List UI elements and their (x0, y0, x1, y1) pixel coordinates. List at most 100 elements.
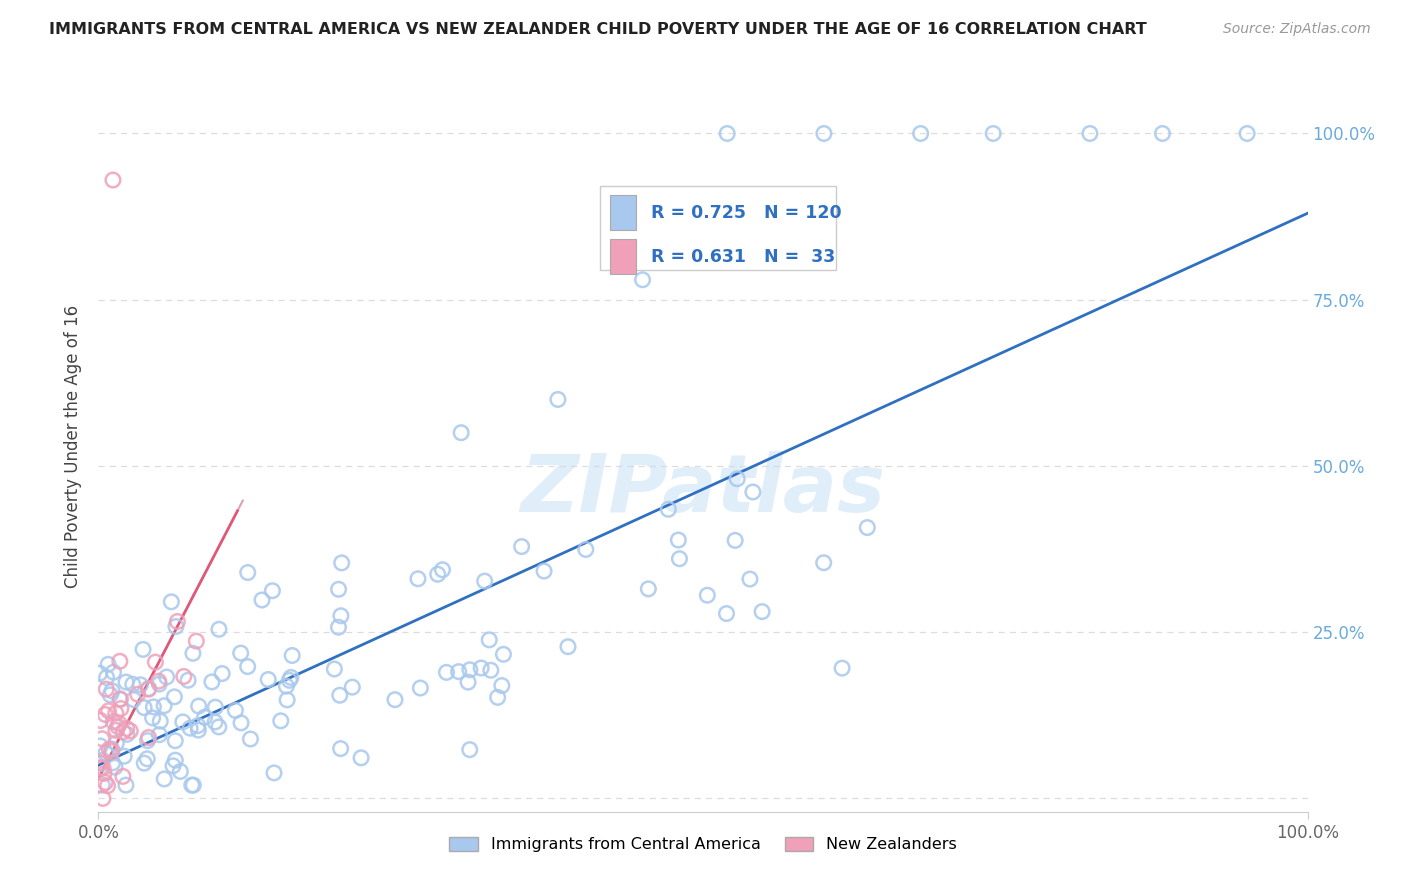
Point (342, 680, 364, 694)
Point (93, 766, 115, 780)
Point (169, 764, 191, 779)
Point (138, 682, 160, 697)
Point (108, 716, 131, 731)
Point (323, 662, 346, 676)
Point (162, 759, 184, 773)
Point (262, 583, 284, 598)
Point (101, 173, 124, 187)
Point (120, 723, 142, 738)
Point (91, 778, 114, 792)
Point (94, 747, 117, 761)
Point (183, 778, 205, 792)
Text: Source: ZipAtlas.com: Source: ZipAtlas.com (1223, 22, 1371, 37)
Point (208, 622, 231, 636)
Point (134, 700, 156, 714)
Point (1152, 127, 1174, 141)
Point (172, 714, 194, 729)
Point (666, 533, 689, 547)
Point (432, 563, 454, 577)
Point (91, 761, 114, 775)
Point (148, 674, 170, 689)
Point (751, 605, 773, 619)
Point (165, 619, 187, 633)
Point (409, 681, 432, 695)
Point (486, 690, 509, 705)
Point (239, 731, 262, 746)
Point (657, 502, 679, 516)
Point (165, 753, 187, 767)
Point (276, 693, 298, 707)
Point (163, 690, 186, 704)
Point (181, 646, 204, 660)
Point (547, 392, 569, 407)
Point (132, 642, 155, 657)
Point (122, 692, 145, 706)
Point (492, 648, 515, 662)
Point (148, 728, 170, 742)
Point (280, 670, 302, 684)
Point (145, 655, 167, 669)
Point (179, 721, 201, 735)
Point (281, 648, 304, 663)
Point (204, 700, 226, 714)
Point (329, 741, 352, 756)
Point (208, 720, 231, 734)
Point (112, 749, 135, 764)
Point (510, 540, 533, 554)
Point (104, 706, 127, 720)
Point (631, 273, 654, 287)
Point (142, 699, 165, 714)
FancyBboxPatch shape (600, 186, 837, 270)
Point (115, 727, 138, 741)
Point (90, 714, 112, 728)
Point (166, 615, 188, 629)
Point (104, 760, 127, 774)
Point (250, 593, 273, 607)
Point (533, 564, 555, 578)
Point (186, 634, 208, 648)
Point (329, 608, 352, 623)
Point (97, 779, 120, 793)
Point (111, 769, 134, 783)
Point (115, 722, 138, 736)
Legend: Immigrants from Central America, New Zealanders: Immigrants from Central America, New Zea… (443, 830, 963, 859)
Point (153, 698, 176, 713)
Text: R = 0.631   N =  33: R = 0.631 N = 33 (651, 248, 835, 266)
Text: ZIPatlas: ZIPatlas (520, 450, 886, 529)
Point (557, 640, 579, 654)
Point (108, 692, 131, 706)
Point (716, 607, 738, 621)
Point (101, 683, 124, 698)
Point (136, 752, 159, 766)
Point (91, 791, 114, 805)
Point (813, 127, 835, 141)
Point (177, 673, 200, 688)
Point (831, 661, 853, 675)
Point (98, 688, 121, 702)
Y-axis label: Child Poverty Under the Age of 16: Child Poverty Under the Age of 16 (65, 304, 83, 588)
Point (134, 756, 156, 771)
Point (187, 723, 209, 738)
Point (89, 756, 111, 771)
Point (129, 678, 152, 692)
Point (458, 742, 481, 756)
Point (105, 736, 128, 750)
Point (741, 485, 763, 500)
Point (115, 778, 138, 792)
Point (263, 765, 285, 780)
Point (211, 666, 233, 681)
Point (138, 681, 160, 696)
Point (108, 654, 131, 668)
Point (224, 703, 246, 717)
Point (98, 742, 121, 756)
Point (96, 682, 118, 697)
Point (110, 701, 132, 715)
Point (110, 692, 132, 706)
Point (447, 665, 470, 679)
Point (89, 761, 111, 775)
Point (100, 742, 122, 756)
Point (149, 714, 172, 728)
Point (89, 666, 111, 681)
Point (97, 704, 120, 718)
Point (257, 673, 280, 687)
